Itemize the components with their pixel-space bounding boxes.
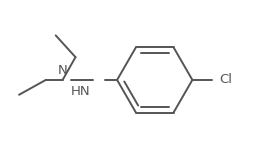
- Text: N: N: [58, 64, 68, 77]
- Text: Cl: Cl: [219, 73, 232, 86]
- Text: HN: HN: [71, 85, 90, 98]
